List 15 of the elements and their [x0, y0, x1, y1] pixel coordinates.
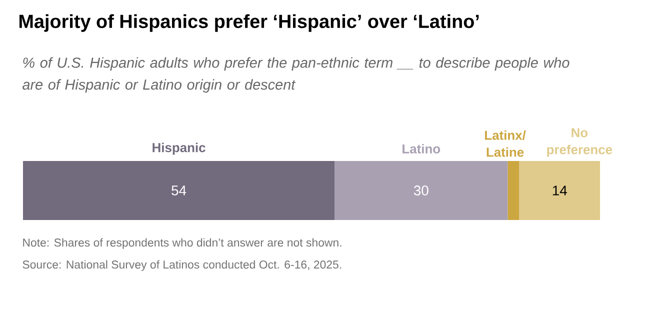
bar: [334, 161, 508, 220]
series-label: Latinx/ Latine: [485, 130, 526, 157]
data-label: 54: [172, 186, 186, 196]
chart-title: Majority of Hispanics prefer ‘Hispanic’ over ‘Latino’: [19, 14, 479, 32]
text: Note: Shares of respondents who didn’t answer are not shown.: [23, 238, 342, 249]
series-label: Hispanic: [152, 142, 206, 155]
data-label: 30: [414, 186, 428, 196]
bar: [519, 161, 600, 220]
data-label: 14: [552, 186, 567, 196]
series-label: No preference: [547, 128, 612, 157]
series-label: Latino: [402, 144, 440, 154]
bar: [508, 161, 520, 220]
chart-subtitle: % of U.S. Hispanic adults who prefer the pan-ethnic term __ to describe people who are of Hispanic or Latino origin or descent: [22, 57, 570, 93]
source-note: Source: National Survey of Latinos conducted Oct. 6-16, 2025.: [22, 260, 342, 271]
bar: [23, 161, 335, 220]
